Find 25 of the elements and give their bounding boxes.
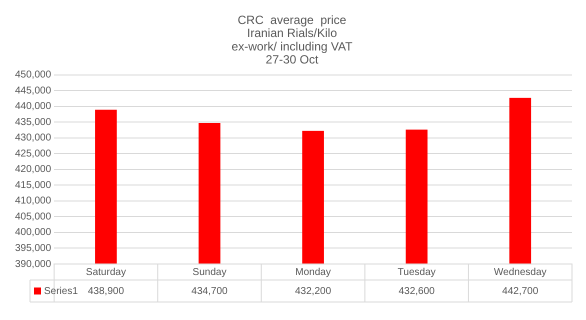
y-tick-label: 450,000	[14, 70, 52, 81]
x-tick-label: Wednesday	[494, 266, 547, 278]
legend-label: Series1	[44, 286, 78, 297]
y-tick-label: 420,000	[14, 164, 52, 176]
data-label: 442,700	[502, 286, 539, 297]
data-label: 438,900	[88, 286, 124, 297]
y-tick-label: 415,000	[14, 180, 52, 191]
data-label: 434,700	[191, 286, 228, 297]
y-tick-label: 400,000	[14, 227, 52, 238]
x-tick-label: Saturday	[86, 266, 126, 278]
y-tick-label: 425,000	[14, 148, 52, 160]
data-label: 432,600	[398, 286, 436, 297]
y-tick-label: 390,000	[14, 258, 52, 270]
y-tick-label: 430,000	[14, 132, 52, 144]
y-tick-label: 445,000	[14, 85, 52, 96]
x-tick-label: Monday	[295, 266, 331, 278]
y-tick-label: 440,000	[14, 101, 52, 112]
y-tick-label: 435,000	[14, 116, 52, 128]
y-tick-label: 410,000	[14, 196, 52, 207]
y-tick-label: 405,000	[14, 211, 52, 222]
x-tick-label: Sunday	[192, 266, 226, 278]
data-label: 432,200	[294, 286, 332, 297]
x-tick-label: Tuesday	[398, 266, 436, 278]
y-tick-label: 395,000	[14, 242, 52, 254]
chart-title: CRC average price Iranian Rials/Kilo ex-work/ including VAT 27-30 Oct	[232, 12, 354, 67]
